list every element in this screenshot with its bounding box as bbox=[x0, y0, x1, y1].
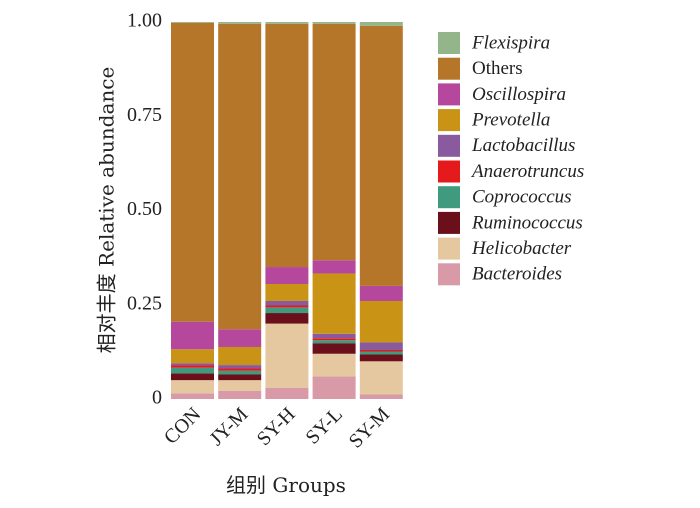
bar-segment-jy-m-flexispira bbox=[218, 22, 262, 24]
x-axis-title: 组别 Groups bbox=[226, 473, 346, 497]
bar-segment-sy-m-coprococcus bbox=[359, 351, 403, 355]
bar-segment-sy-m-helicobacter bbox=[359, 361, 403, 395]
legend-label-bacteroides: Bacteroides bbox=[472, 264, 562, 285]
bar-segment-sy-l-anaerotruncus bbox=[312, 338, 356, 341]
legend-swatch-ruminococcus bbox=[438, 211, 460, 234]
bar-segment-jy-m-ruminococcus bbox=[218, 374, 262, 381]
y-tick-label: 1.00 bbox=[127, 10, 162, 32]
bar-segment-sy-m-prevotella bbox=[359, 300, 403, 343]
bar-segment-sy-m-bacteroides bbox=[359, 394, 403, 399]
x-axis-ticks: CON JY-M SY-H SY-LSY-M bbox=[160, 403, 394, 453]
legend-label-lactobacillus: Lactobacillus bbox=[471, 135, 575, 156]
bar-segment-sy-h-coprococcus bbox=[265, 307, 309, 314]
bar-segment-sy-m-anaerotruncus bbox=[359, 349, 403, 352]
bar-segment-sy-l-others bbox=[312, 23, 356, 261]
bar-segment-sy-h-helicobacter bbox=[265, 323, 309, 388]
bar-segment-sy-l-prevotella bbox=[312, 273, 356, 334]
bar-segment-sy-m-lactobacillus bbox=[359, 342, 403, 350]
bar-segment-sy-l-ruminococcus bbox=[312, 343, 356, 354]
bar-segment-sy-l-flexispira bbox=[312, 22, 356, 24]
bar-segment-con-ruminococcus bbox=[171, 373, 214, 381]
y-tick-label: 0 bbox=[152, 387, 162, 409]
bar-segment-con-anaerotruncus bbox=[171, 365, 214, 368]
bar-segment-sy-m-others bbox=[359, 25, 403, 286]
bar-segment-jy-m-lactobacillus bbox=[218, 365, 262, 369]
bar-segment-jy-m-bacteroides bbox=[218, 390, 262, 399]
x-tick-label-con: CON bbox=[160, 403, 205, 448]
legend-swatch-flexispira bbox=[438, 32, 460, 54]
x-tick-label-jy-m: JY-M bbox=[205, 403, 252, 450]
legend-swatch-anaerotruncus bbox=[438, 160, 460, 183]
bar-segment-sy-h-oscillospira bbox=[265, 267, 309, 285]
bar-segment-sy-h-prevotella bbox=[265, 284, 309, 301]
legend-label-oscillospira: Oscillospira bbox=[472, 84, 566, 105]
bar-segment-con-flexispira bbox=[171, 22, 214, 23]
legend-label-anaerotruncus: Anaerotruncus bbox=[470, 161, 584, 182]
bar-segment-con-oscillospira bbox=[171, 321, 214, 350]
bar-segment-sy-l-helicobacter bbox=[312, 353, 356, 377]
legend-label-others: Others bbox=[472, 58, 523, 79]
bars-group bbox=[171, 22, 403, 399]
bar-segment-sy-h-others bbox=[265, 23, 309, 268]
legend-label-helicobacter: Helicobacter bbox=[471, 238, 572, 259]
bar-segment-con-helicobacter bbox=[171, 380, 214, 394]
bar-segment-sy-l-bacteroides bbox=[312, 376, 356, 399]
bar-segment-jy-m-prevotella bbox=[218, 346, 262, 366]
bar-segment-sy-h-ruminococcus bbox=[265, 313, 309, 324]
legend-label-prevotella: Prevotella bbox=[471, 109, 550, 130]
bar-segment-sy-l-coprococcus bbox=[312, 340, 356, 344]
legend-swatch-helicobacter bbox=[438, 237, 460, 260]
y-tick-label: 0.50 bbox=[127, 198, 162, 220]
legend-swatch-lactobacillus bbox=[438, 134, 460, 157]
bar-segment-jy-m-oscillospira bbox=[218, 329, 262, 347]
legend-label-ruminococcus: Ruminococcus bbox=[471, 212, 583, 233]
bar-segment-sy-m-ruminococcus bbox=[359, 354, 403, 362]
y-tick-label: 0.75 bbox=[127, 104, 162, 126]
legend-swatch-prevotella bbox=[438, 109, 460, 132]
y-axis-ticks: 0 0.25 0.50 0.75 1.00 bbox=[127, 10, 162, 409]
x-tick-label-sy-l: SY-L bbox=[301, 403, 346, 448]
y-axis-title: 相对丰度 Relative abundance bbox=[95, 67, 119, 354]
bar-segment-sy-h-anaerotruncus bbox=[265, 305, 309, 308]
bar-segment-con-prevotella bbox=[171, 349, 214, 364]
x-tick-label-sy-m: SY-M bbox=[345, 403, 395, 453]
x-tick-label-sy-h: SY-H bbox=[253, 403, 300, 450]
bar-segment-sy-m-flexispira bbox=[359, 22, 403, 26]
bar-segment-jy-m-coprococcus bbox=[218, 370, 262, 375]
bar-segment-jy-m-anaerotruncus bbox=[218, 368, 262, 371]
bar-segment-sy-m-oscillospira bbox=[359, 285, 403, 301]
y-tick-label: 0.25 bbox=[127, 292, 162, 314]
bar-segment-sy-l-lactobacillus bbox=[312, 333, 356, 339]
bar-segment-sy-l-oscillospira bbox=[312, 260, 356, 274]
bar-segment-sy-h-lactobacillus bbox=[265, 300, 309, 306]
bar-segment-con-bacteroides bbox=[171, 393, 214, 399]
legend-swatch-others bbox=[438, 57, 460, 80]
bar-segment-sy-h-flexispira bbox=[265, 22, 309, 24]
legend: Flexispira Others Oscillospira Prevotella La… bbox=[438, 32, 584, 286]
legend-swatch-coprococcus bbox=[438, 186, 460, 209]
bar-segment-sy-h-bacteroides bbox=[265, 387, 309, 399]
legend-label-flexispira: Flexispira bbox=[471, 32, 550, 53]
bar-segment-con-coprococcus bbox=[171, 367, 214, 374]
legend-swatch-bacteroides bbox=[438, 263, 460, 286]
bar-segment-con-others bbox=[171, 22, 214, 322]
bar-segment-jy-m-others bbox=[218, 23, 262, 330]
bar-segment-jy-m-helicobacter bbox=[218, 380, 262, 391]
legend-label-coprococcus: Coprococcus bbox=[472, 187, 572, 208]
bar-segment-con-lactobacillus bbox=[171, 363, 214, 366]
legend-swatch-oscillospira bbox=[438, 83, 460, 106]
